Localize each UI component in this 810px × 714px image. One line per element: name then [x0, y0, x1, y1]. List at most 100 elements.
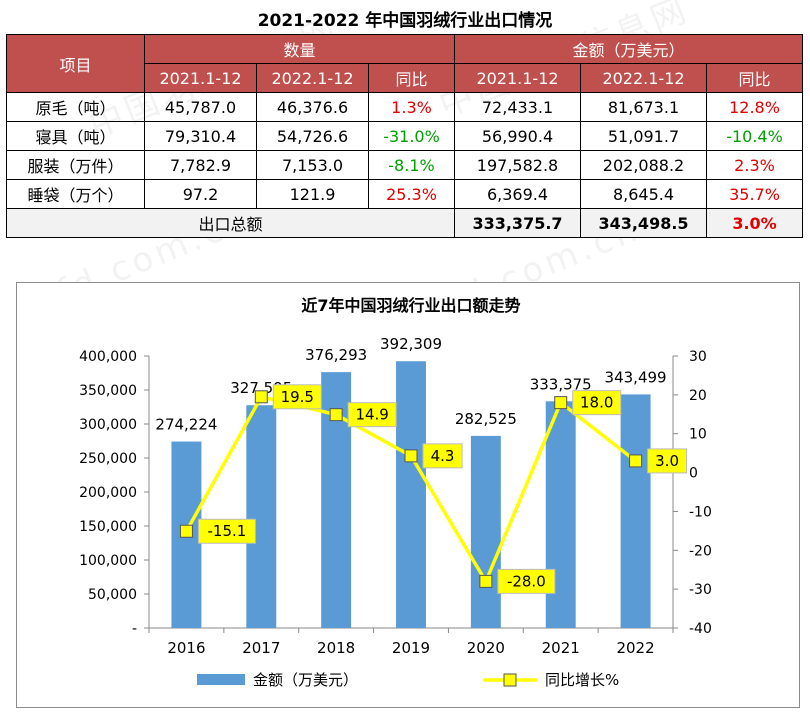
- right-axis-tick-label: -10: [689, 504, 712, 520]
- growth-point: [554, 396, 568, 410]
- right-axis-tick-label: -40: [689, 621, 712, 637]
- table-row: 服装（万件） 7,782.9 7,153.0 -8.1% 197,582.8 2…: [6, 150, 803, 180]
- quantity-2021: 79,310.4: [144, 121, 257, 151]
- bar-data-label: 343,499: [605, 368, 667, 386]
- growth-data-label: 18.0: [580, 394, 613, 412]
- legend-line-label: 同比增长%: [545, 671, 619, 689]
- x-axis-tick-label: 2020: [467, 639, 505, 657]
- total-yoy: 3.0%: [706, 208, 803, 238]
- item-header: 项目: [6, 34, 145, 93]
- right-axis-tick-label: -20: [689, 543, 712, 559]
- row-label: 服装（万件）: [6, 150, 145, 180]
- amount-yoy: 35.7%: [706, 179, 803, 209]
- amount-2021: 6,369.4: [454, 179, 581, 209]
- period-header: 2021.1-12: [144, 63, 257, 93]
- quantity-2022: 121.9: [256, 179, 369, 209]
- quantity-yoy: 25.3%: [368, 179, 455, 209]
- quantity-header: 数量: [144, 34, 455, 64]
- left-axis-tick-label: 50,000: [88, 587, 137, 603]
- yoy-header: 同比: [368, 63, 455, 93]
- growth-point: [254, 390, 268, 404]
- table-row: 睡袋（万个） 97.2 121.9 25.3% 6,369.4 8,645.4 …: [6, 179, 803, 209]
- growth-point: [404, 449, 418, 463]
- growth-label-box: [572, 390, 622, 416]
- chart-svg: 近7年中国羽绒行业出口额走势 - 50,000 100,000 150,000 200,0…: [79, 296, 712, 689]
- bar-data-label: 376,293: [305, 346, 367, 364]
- x-axis-tick-label: 2017: [242, 639, 280, 657]
- growth-point: [479, 574, 493, 588]
- growth-data-label: 14.9: [355, 406, 388, 424]
- export-trend-chart: 近7年中国羽绒行业出口额走势 - 50,000 100,000 150,000 200,0…: [16, 282, 800, 708]
- growth-point: [629, 454, 643, 468]
- table-row: 寝具（吨） 79,310.4 54,726.6 -31.0% 56,990.4 …: [6, 121, 803, 151]
- left-axis-tick-label: 100,000: [79, 553, 137, 569]
- row-label: 睡袋（万个）: [6, 179, 145, 209]
- x-axis-tick-label: 2022: [616, 639, 654, 657]
- amount-2022: 8,645.4: [580, 179, 707, 209]
- quantity-2021: 7,782.9: [144, 150, 257, 180]
- quantity-2022: 7,153.0: [256, 150, 369, 180]
- left-axis-tick-label: 400,000: [79, 349, 137, 365]
- quantity-2022: 46,376.6: [256, 92, 369, 122]
- total-label: 出口总额: [6, 208, 455, 238]
- quantity-yoy: 1.3%: [368, 92, 455, 122]
- amount-2021: 56,990.4: [454, 121, 581, 151]
- growth-point: [179, 524, 193, 538]
- bar: [246, 405, 277, 628]
- amount-yoy: -10.4%: [706, 121, 803, 151]
- table-title: 2021-2022 年中国羽绒行业出口情况: [257, 11, 553, 31]
- amount-2021: 72,433.1: [454, 92, 581, 122]
- quantity-2022: 54,726.6: [256, 121, 369, 151]
- left-axis-tick-label: -: [132, 621, 137, 637]
- growth-data-label: -28.0: [507, 572, 546, 590]
- growth-data-label: 19.5: [281, 388, 314, 406]
- chart-title: 近7年中国羽绒行业出口额走势: [301, 296, 520, 315]
- growth-label-box: [347, 402, 397, 428]
- bar: [396, 361, 426, 628]
- left-axis-tick-label: 150,000: [79, 519, 137, 535]
- growth-data-label: 3.0: [655, 452, 679, 470]
- right-axis-tick-label: 20: [689, 388, 707, 404]
- legend-bar-label: 金额（万美元）: [253, 671, 358, 689]
- total-2021: 333,375.7: [454, 208, 581, 238]
- bar-data-label: 392,309: [380, 335, 442, 353]
- right-axis-tick-label: -30: [689, 582, 712, 598]
- legend-line-marker: [503, 673, 517, 687]
- quantity-2021: 45,787.0: [144, 92, 257, 122]
- right-axis-tick-label: 0: [689, 466, 698, 482]
- header-row-1: 项目 数量 金额（万美元）: [6, 34, 803, 93]
- amount-2021: 197,582.8: [454, 150, 581, 180]
- left-axis-tick-label: 300,000: [79, 417, 137, 433]
- period-header: 2021.1-12: [454, 63, 581, 93]
- header-row-2: 2021.1-12 2022.1-12 同比 2021.1-12 2022.1-…: [7, 63, 803, 93]
- amount-yoy: 12.8%: [706, 92, 803, 122]
- period-header: 2022.1-12: [580, 63, 707, 93]
- left-axis-tick-label: 350,000: [79, 383, 137, 399]
- left-axis-tick-label: 200,000: [79, 485, 137, 501]
- x-axis-tick-label: 2019: [392, 639, 430, 657]
- amount-2022: 202,088.2: [580, 150, 707, 180]
- growth-label-box: [497, 568, 556, 594]
- amount-header: 金额（万美元）: [454, 34, 803, 64]
- left-axis-tick-label: 250,000: [79, 451, 137, 467]
- right-axis-tick-label: 30: [689, 349, 707, 365]
- total-2022: 343,498.5: [580, 208, 707, 238]
- quantity-yoy: -31.0%: [368, 121, 455, 151]
- yoy-header: 同比: [706, 63, 803, 93]
- x-axis-tick-label: 2021: [542, 639, 580, 657]
- amount-2022: 81,673.1: [580, 92, 707, 122]
- amount-2022: 51,091.7: [580, 121, 707, 151]
- right-axis-tick-label: 10: [689, 427, 707, 443]
- growth-data-label: 4.3: [431, 447, 455, 465]
- bar-data-label: 274,224: [155, 416, 217, 434]
- x-axis-tick-label: 2018: [317, 639, 355, 657]
- bar: [620, 394, 651, 628]
- bar: [470, 435, 501, 628]
- bar-data-label: 282,525: [455, 410, 517, 428]
- growth-label-box: [272, 384, 322, 410]
- row-label: 寝具（吨）: [6, 121, 145, 151]
- bar-data-label: 333,375: [530, 375, 592, 393]
- growth-label-box: [197, 518, 256, 544]
- growth-point: [329, 408, 343, 422]
- growth-data-label: -15.1: [208, 522, 247, 540]
